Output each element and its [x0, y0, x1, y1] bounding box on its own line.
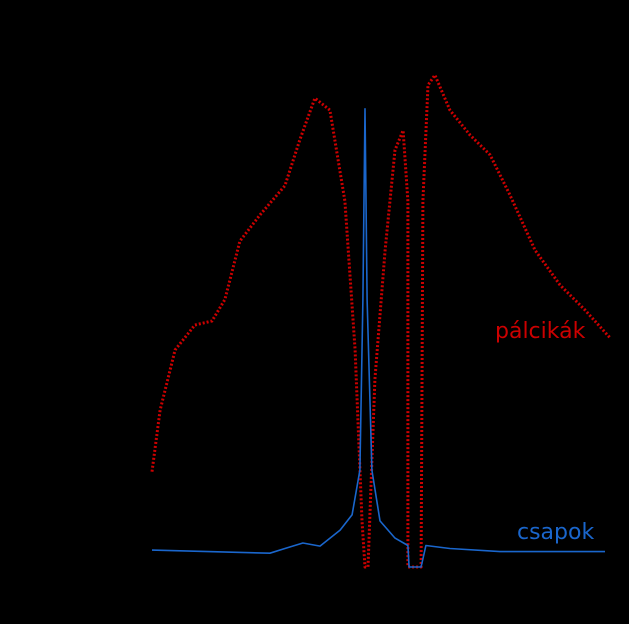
series-label: csapok	[517, 520, 594, 545]
series-label: pálcikák	[495, 319, 586, 344]
series-line	[151, 108, 605, 568]
